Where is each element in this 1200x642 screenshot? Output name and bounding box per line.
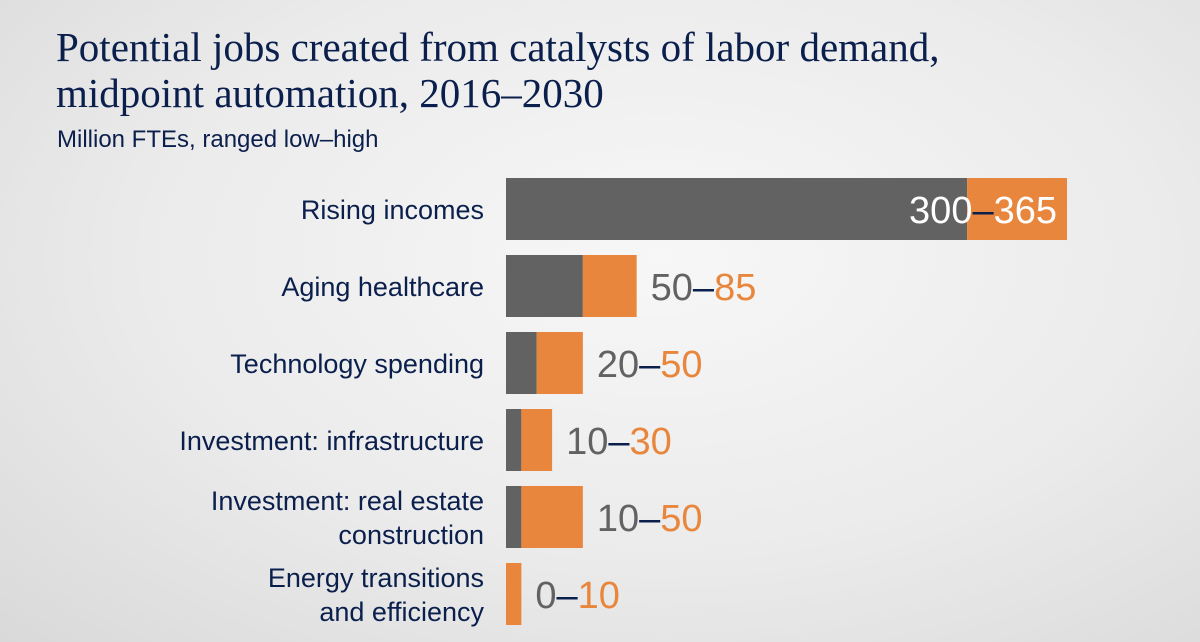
- bar-high: [521, 409, 553, 471]
- category-label: Energy transitions and efficiency: [268, 563, 485, 627]
- category-label-line: Energy transitions: [268, 563, 484, 593]
- value-label: 10–50: [597, 498, 703, 540]
- category-label-line: Investment: infrastructure: [179, 426, 484, 456]
- value-label: 0–10: [535, 575, 620, 617]
- value-dash: –: [639, 498, 661, 540]
- value-low: 20: [597, 344, 639, 386]
- category-label-line: Investment: real estate: [211, 486, 484, 516]
- value-high: 365: [994, 190, 1057, 232]
- bar-high: [536, 332, 583, 394]
- value-dash: –: [557, 575, 579, 617]
- bar-low: [506, 332, 537, 394]
- value-dash: –: [608, 421, 630, 463]
- category-label: Rising incomes: [301, 195, 484, 225]
- value-dash: –: [693, 267, 715, 309]
- value-dash: –: [639, 344, 661, 386]
- value-low: 10: [597, 498, 639, 540]
- category-label: Technology spending: [230, 349, 484, 379]
- value-high: 10: [578, 575, 620, 617]
- value-low: 0: [535, 575, 556, 617]
- value-high: 50: [660, 344, 702, 386]
- value-label: 10–30: [566, 421, 672, 463]
- bar-low: [506, 409, 522, 471]
- chart-subtitle: Million FTEs, ranged low–high: [57, 126, 379, 153]
- category-label: Investment: infrastructure: [179, 426, 484, 456]
- value-high: 30: [630, 421, 672, 463]
- category-label-line: Rising incomes: [301, 195, 484, 225]
- bar-low: [506, 486, 522, 548]
- category-label: Aging healthcare: [281, 272, 484, 302]
- bar-high: [582, 255, 637, 317]
- value-dash: –: [972, 190, 994, 232]
- bar-low: [506, 255, 583, 317]
- category-label-line: construction: [338, 520, 484, 550]
- bar-high: [521, 486, 583, 548]
- value-low: 300: [909, 190, 972, 232]
- bar-low: [506, 178, 968, 240]
- value-high: 50: [660, 498, 702, 540]
- title-line-2: midpoint automation, 2016–2030: [56, 70, 604, 116]
- category-label-line: and efficiency: [319, 597, 484, 627]
- value-low: 10: [566, 421, 608, 463]
- chart-title: Potential jobs created from catalysts of…: [56, 24, 1156, 116]
- value-label: 300–365: [909, 190, 1057, 232]
- value-high: 85: [714, 267, 756, 309]
- category-label-line: Aging healthcare: [281, 272, 484, 302]
- value-low: 50: [651, 267, 693, 309]
- category-label-line: Technology spending: [230, 349, 484, 379]
- category-label: Investment: real estate construction: [211, 486, 484, 550]
- title-line-1: Potential jobs created from catalysts of…: [56, 24, 940, 70]
- bar-high: [967, 178, 1067, 240]
- value-label: 50–85: [651, 267, 757, 309]
- bar-high: [506, 563, 522, 625]
- value-label: 20–50: [597, 344, 703, 386]
